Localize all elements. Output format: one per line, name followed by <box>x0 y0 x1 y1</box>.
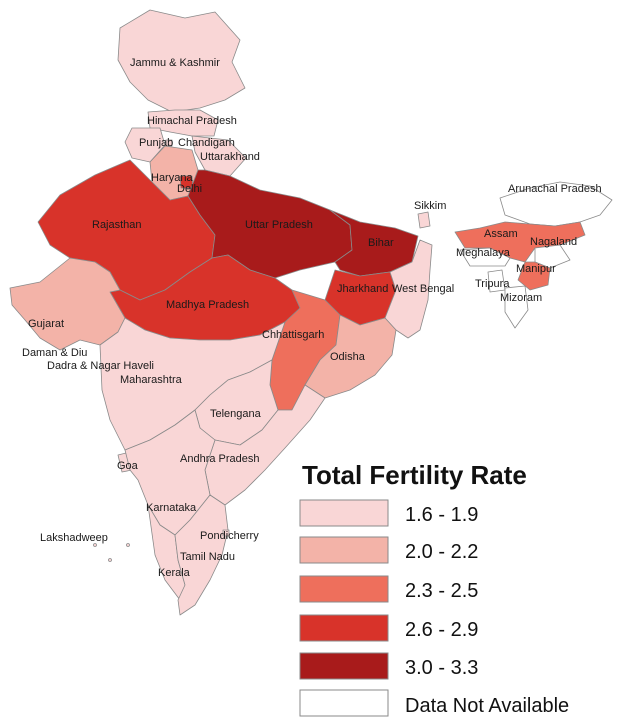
legend-label-6: Data Not Available <box>405 695 569 717</box>
label-goa: Goa <box>117 460 139 472</box>
legend-label-5: 3.0 - 3.3 <box>405 657 478 679</box>
state-tamil-nadu <box>174 494 229 616</box>
label-uttarakhand: Uttarakhand <box>200 151 260 163</box>
label-jammu-kashmir: Jammu & Kashmir <box>130 57 220 69</box>
state-arunachal <box>499 181 613 227</box>
label-mizoram: Mizoram <box>500 292 542 304</box>
state-jammu-kashmir <box>117 9 246 113</box>
label-dadra-nagar-haveli: Dadra & Nagar Haveli <box>47 360 154 372</box>
legend-label-4: 2.6 - 2.9 <box>405 619 478 641</box>
label-rajasthan: Rajasthan <box>92 219 142 231</box>
label-sikkim: Sikkim <box>414 200 446 212</box>
label-chhattisgarh: Chhattisgarh <box>262 329 324 341</box>
label-odisha: Odisha <box>330 351 366 363</box>
label-maharashtra: Maharashtra <box>120 374 183 386</box>
state-mizoram <box>504 285 529 329</box>
label-haryana: Haryana <box>151 172 193 184</box>
legend-swatch-4 <box>299 614 389 642</box>
state-west-bengal <box>384 239 433 339</box>
label-tamil-nadu: Tamil Nadu <box>180 551 235 563</box>
label-chandigarh: Chandigarh <box>178 137 235 149</box>
label-manipur: Manipur <box>516 263 556 275</box>
legend-swatch-5 <box>299 652 389 680</box>
label-lakshadweep: Lakshadweep <box>40 532 108 544</box>
legend-label-2: 2.0 - 2.2 <box>405 541 478 563</box>
legend-swatch-3 <box>299 575 389 603</box>
state-sikkim <box>417 211 431 229</box>
label-karnataka: Karnataka <box>146 502 197 514</box>
label-bihar: Bihar <box>368 237 394 249</box>
state-odisha <box>304 314 397 399</box>
label-kerala: Kerala <box>158 567 191 579</box>
label-madhya-pradesh: Madhya Pradesh <box>166 299 249 311</box>
state-meghalaya <box>459 247 511 267</box>
lakshadweep-island <box>108 558 112 562</box>
legend-swatch-6 <box>299 689 389 717</box>
label-arunachal: Arunachal Pradesh <box>508 183 602 195</box>
state-nagaland <box>534 244 571 269</box>
legend-swatch-2 <box>299 536 389 564</box>
label-andhra-pradesh: Andhra Pradesh <box>180 453 260 465</box>
label-assam: Assam <box>484 228 518 240</box>
label-himachal: Himachal Pradesh <box>147 115 237 127</box>
label-puducherry: Pondicherry <box>200 530 259 542</box>
label-telangana: Telengana <box>210 408 262 420</box>
label-nagaland: Nagaland <box>530 236 577 248</box>
state-chandigarh <box>165 139 173 147</box>
state-puducherry <box>222 529 230 537</box>
lakshadweep-island <box>126 543 130 547</box>
legend-title: Total Fertility Rate <box>302 460 527 490</box>
state-uttar-pradesh <box>187 169 353 279</box>
legend: Total Fertility Rate 1.6 - 1.9 2.0 - 2.2… <box>299 460 569 717</box>
legend-label-3: 2.3 - 2.5 <box>405 580 478 602</box>
label-uttar-pradesh: Uttar Pradesh <box>245 219 313 231</box>
label-delhi: Delhi <box>177 183 202 195</box>
state-andhra-pradesh <box>204 384 326 506</box>
label-jharkhand: Jharkhand <box>337 283 388 295</box>
label-punjab: Punjab <box>139 137 173 149</box>
label-west-bengal: West Bengal <box>392 283 454 295</box>
lakshadweep-island <box>93 543 97 547</box>
state-manipur <box>517 261 551 291</box>
label-gujarat: Gujarat <box>28 318 64 330</box>
label-tripura: Tripura <box>475 278 510 290</box>
legend-swatch-1 <box>299 499 389 527</box>
legend-label-1: 1.6 - 1.9 <box>405 504 478 526</box>
state-gujarat <box>9 257 126 351</box>
label-daman-diu: Daman & Diu <box>22 347 87 359</box>
label-meghalaya: Meghalaya <box>456 247 511 259</box>
